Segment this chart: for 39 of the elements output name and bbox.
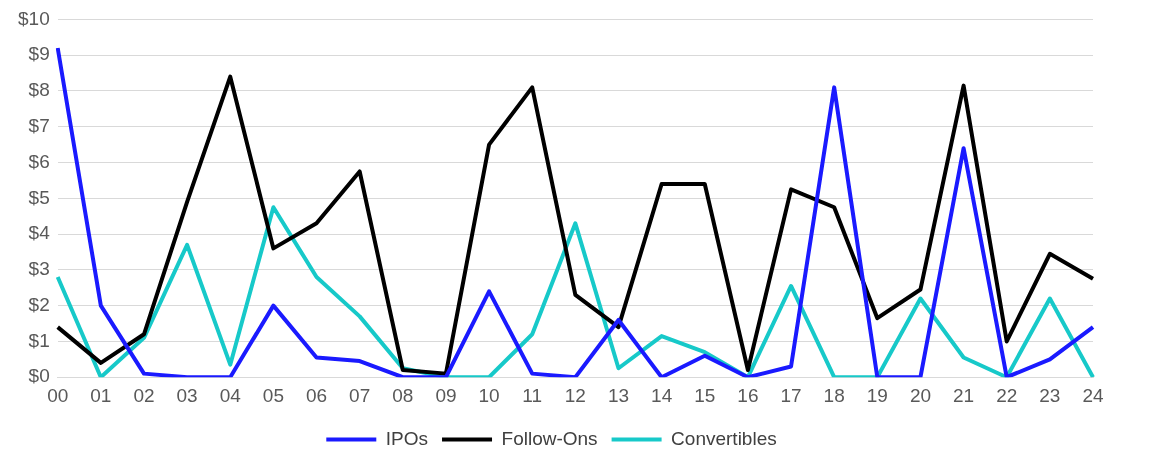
legend-label: Follow-Ons bbox=[501, 427, 598, 449]
y-tick-label: $3 bbox=[28, 258, 50, 280]
y-tick-label: $9 bbox=[28, 43, 50, 65]
x-tick-label: 19 bbox=[866, 384, 888, 406]
x-tick-label: 03 bbox=[176, 384, 198, 406]
x-tick-label: 09 bbox=[435, 384, 457, 406]
legend-label: IPOs bbox=[385, 427, 429, 449]
y-tick-label: $4 bbox=[28, 222, 51, 244]
y-tick-label: $5 bbox=[28, 186, 50, 208]
x-tick-label: 23 bbox=[1039, 384, 1061, 406]
x-tick-label: 22 bbox=[996, 384, 1018, 406]
y-tick-label: $0 bbox=[28, 365, 50, 387]
x-tick-label: 20 bbox=[909, 384, 932, 406]
x-tick-label: 21 bbox=[953, 384, 975, 406]
x-tick-label: 12 bbox=[564, 384, 586, 406]
x-tick-label: 04 bbox=[219, 384, 242, 406]
x-tick-label: 08 bbox=[392, 384, 414, 406]
y-tick-label: $7 bbox=[28, 114, 50, 136]
x-tick-label: 10 bbox=[478, 384, 500, 406]
x-tick-label: 06 bbox=[305, 384, 328, 406]
legend-label: Convertibles bbox=[671, 427, 777, 449]
x-tick-label: 05 bbox=[262, 384, 284, 406]
y-tick-label: $1 bbox=[28, 329, 50, 351]
x-tick-label: 24 bbox=[1082, 384, 1104, 406]
x-tick-label: 15 bbox=[694, 384, 716, 406]
x-tick-label: 00 bbox=[47, 384, 69, 406]
y-tick-label: $10 bbox=[18, 7, 50, 29]
x-tick-label: 16 bbox=[737, 384, 759, 406]
y-tick-label: $8 bbox=[28, 79, 50, 101]
x-tick-label: 11 bbox=[522, 384, 543, 406]
x-tick-label: 07 bbox=[349, 384, 371, 406]
x-tick-label: 02 bbox=[133, 384, 155, 406]
x-tick-label: 18 bbox=[823, 384, 845, 406]
x-tick-label: 13 bbox=[607, 384, 630, 406]
y-tick-label: $6 bbox=[28, 150, 50, 172]
x-tick-label: 17 bbox=[780, 384, 802, 406]
x-tick-label: 01 bbox=[90, 384, 112, 406]
y-tick-label: $2 bbox=[28, 293, 50, 315]
x-tick-label: 14 bbox=[651, 384, 673, 406]
